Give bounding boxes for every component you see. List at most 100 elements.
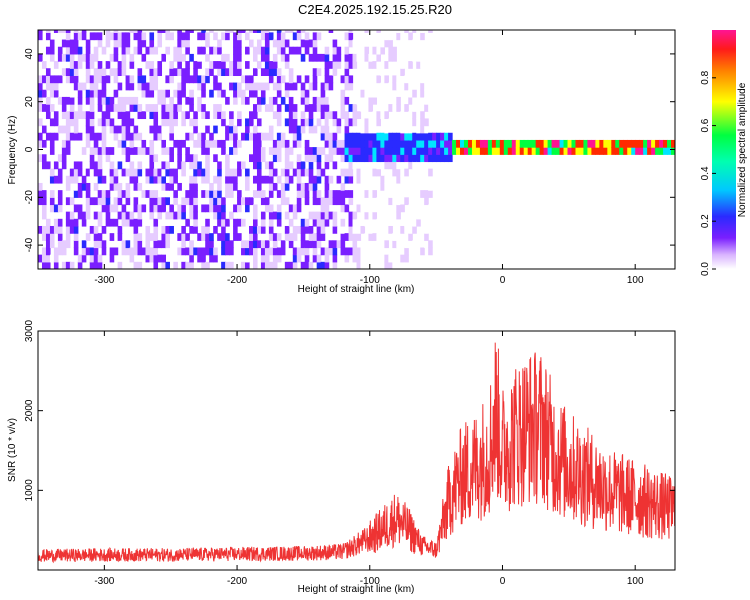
spectrogram-cell (45, 46, 51, 55)
spectrogram-cell (539, 147, 545, 155)
spectrogram-cell (587, 139, 592, 148)
spectrogram-cell (384, 147, 389, 155)
spectrogram-cell (245, 125, 250, 134)
spectrogram-cell (316, 211, 322, 220)
spectrogram-cell (213, 154, 218, 163)
spectrogram-cell (356, 147, 362, 155)
spectrogram-cell (141, 190, 147, 198)
spectrogram-cell (348, 190, 354, 198)
spectrogram-cell (475, 147, 481, 155)
spectrogram-cell (392, 118, 397, 127)
spectrogram-cell (201, 104, 206, 112)
spectrogram-cell (352, 254, 358, 263)
spectrogram-cell (241, 218, 246, 227)
spectrogram-cell (245, 96, 250, 105)
spectrogram-cell (49, 147, 55, 155)
spectrogram-cell (356, 218, 362, 227)
spectrogram-cell (169, 168, 174, 177)
spectrogram-cell (288, 30, 294, 33)
spectrogram-cell (364, 46, 370, 55)
spectrogram-cell (276, 68, 282, 77)
spectrogram-cell (177, 147, 182, 155)
spectrogram-cell (364, 53, 370, 62)
spectrogram-cell (428, 211, 433, 220)
spectrogram-cell (165, 118, 170, 127)
spectrogram-cell (288, 111, 294, 120)
spectrogram-cell (209, 197, 214, 206)
spectrogram-cell (256, 154, 262, 163)
spectrogram-cell (101, 204, 107, 213)
spectrogram-cell (304, 247, 310, 256)
spectrogram-cell (320, 261, 326, 269)
spectrogram-cell (209, 182, 214, 191)
spectrogram-cell (308, 147, 314, 155)
spectrogram-cell (256, 240, 262, 249)
spectrogram-cell (189, 211, 194, 220)
spectrogram-cell (344, 139, 350, 148)
spectrogram-cell (161, 96, 166, 105)
spectrogram-cell (300, 53, 306, 62)
spectrogram-cell (368, 118, 374, 127)
spectrogram-cell (125, 118, 131, 127)
spectrogram-cell (296, 30, 302, 33)
spectrogram-cell (141, 139, 147, 148)
spectrogram-cell (153, 104, 159, 112)
spectrogram-cell (169, 211, 174, 220)
snr-y-tick-label: 2000 (24, 399, 35, 422)
spectrogram-cell (73, 75, 79, 84)
spectrogram-cell (300, 247, 306, 256)
spectrogram-cell (81, 175, 87, 184)
spectrogram-cell (49, 118, 55, 127)
spectrogram-cell (177, 82, 182, 91)
spectrogram-cell (288, 161, 294, 170)
spectrogram-cell (101, 118, 107, 127)
spectrogram-cell (109, 53, 115, 62)
spectrogram-cell (551, 139, 557, 148)
spectrogram-cell (360, 175, 366, 184)
spectrogram-cell (368, 61, 374, 69)
spectrogram-cell (352, 111, 358, 120)
spectrogram-cell (53, 132, 59, 141)
spectrogram-cell (193, 139, 198, 148)
spectrogram-cell (432, 132, 437, 141)
spectrogram-cell (209, 30, 214, 33)
spectrogram-cell (519, 139, 525, 148)
spectrogram-cell (288, 147, 294, 155)
spectrogram-cell (268, 175, 274, 184)
spectrogram-cell (360, 225, 366, 234)
spectrogram-cell (328, 240, 334, 249)
spectrogram-cell (125, 125, 131, 134)
spectrogram-cell (420, 197, 425, 206)
spectrogram-cell (197, 75, 202, 84)
spectrogram-cell (280, 32, 286, 41)
spectrogram-cell (599, 147, 604, 155)
spectrogram-cell (85, 118, 91, 127)
spectrogram-cell (356, 225, 362, 234)
spectrogram-cell (352, 161, 358, 170)
spectrogram-cell (372, 125, 378, 134)
spectrogram-cell (77, 32, 83, 41)
spectrogram-cell (308, 175, 314, 184)
spectrogram-cell (181, 204, 186, 213)
spectrogram-cell (185, 61, 190, 69)
spectrogram-cell (328, 247, 334, 256)
spectrogram-y-tick-label: 20 (24, 96, 35, 108)
spectrogram-cell (432, 154, 437, 163)
spectrogram-cell (97, 190, 103, 198)
spectrogram-cell (65, 30, 71, 33)
spectrogram-cell (507, 147, 513, 155)
spectrogram-cell (256, 190, 262, 198)
spectrogram-cell (567, 139, 573, 148)
spectrogram-cell (380, 233, 385, 241)
spectrogram-cell (93, 254, 99, 263)
spectrogram-cell (555, 139, 561, 148)
spectrogram-cell (157, 197, 163, 206)
spectrogram-cell (121, 168, 127, 177)
spectrogram-cell (300, 225, 306, 234)
spectrogram-cell (113, 30, 119, 33)
spectrogram-cell (113, 104, 119, 112)
spectrogram-cell (45, 96, 51, 105)
spectrogram-cell (316, 225, 322, 234)
spectrogram-cell (356, 111, 362, 120)
spectrogram-cell (213, 32, 218, 41)
